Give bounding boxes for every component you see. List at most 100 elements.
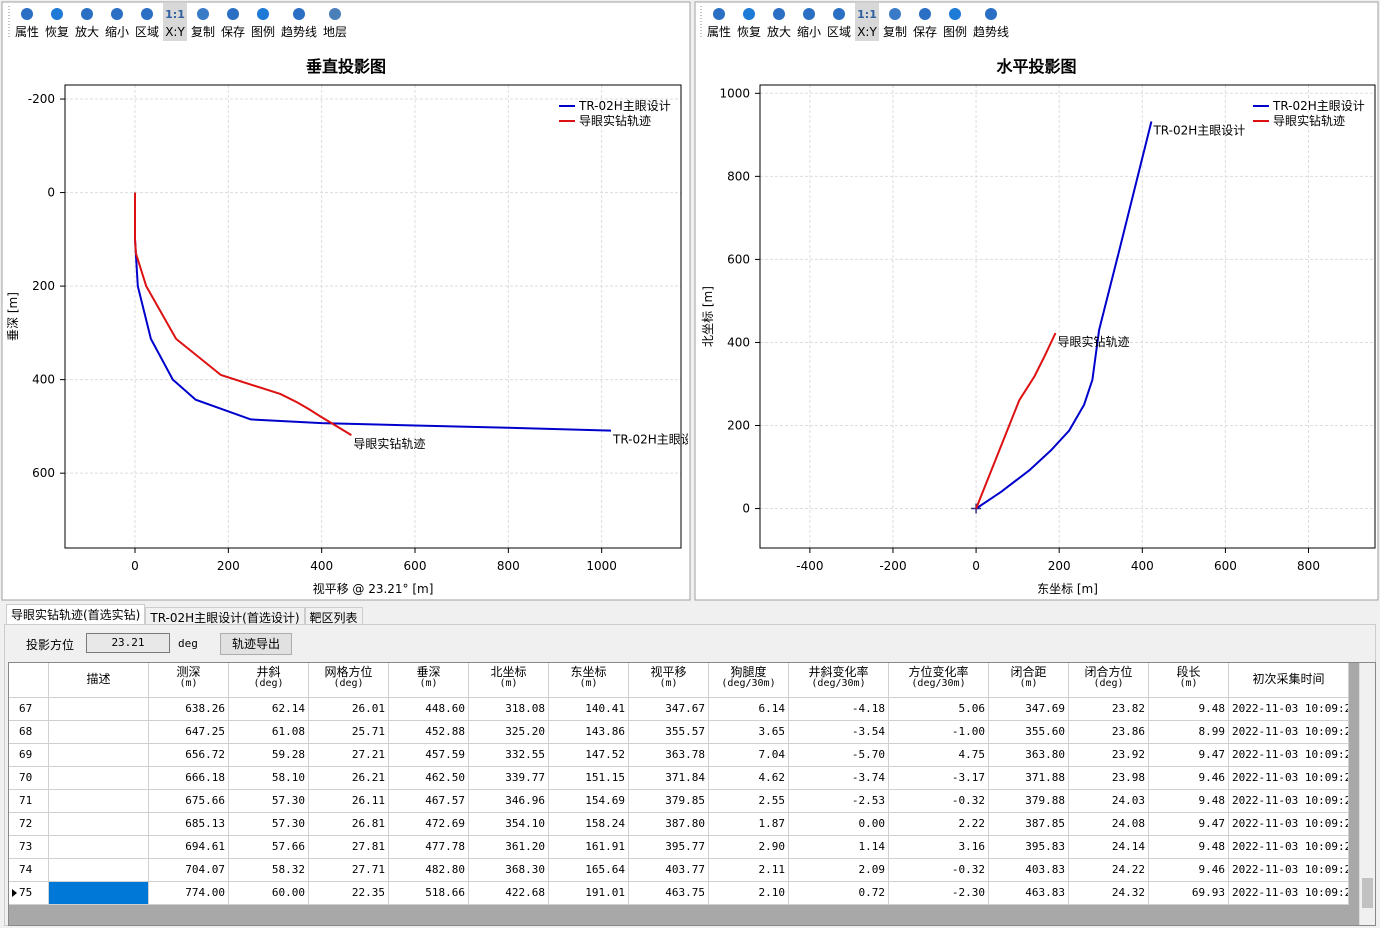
column-header[interactable]: 井斜变化率 (deg/30m) (789, 663, 889, 698)
projection-label: 投影方位 (26, 638, 75, 652)
toolbar-button[interactable]: 趋势线 (973, 25, 1009, 39)
column-header[interactable]: 段长 (m) (1149, 663, 1229, 698)
table-cell: 363.80 (989, 744, 1069, 767)
y-tick-label: 0 (742, 502, 750, 516)
row-number[interactable]: 68 (9, 721, 49, 744)
toolbar-button[interactable]: 属性 (707, 25, 731, 39)
description-cell[interactable] (49, 721, 149, 744)
column-header[interactable]: 闭合距 (m) (989, 663, 1069, 698)
header-name: 段长 (1176, 665, 1201, 679)
toolbar-button[interactable]: 保存 (221, 25, 245, 39)
toolbar-button[interactable]: X:Y (857, 25, 877, 39)
column-header[interactable]: 井斜 (deg) (229, 663, 309, 698)
toolbar-button[interactable]: 地层 (323, 25, 347, 39)
header-unit: (m) (419, 678, 438, 689)
row-number[interactable]: 71 (9, 790, 49, 813)
plot-frame (759, 84, 1376, 549)
tab[interactable]: TR-02H主眼设计(首选设计) (145, 607, 305, 627)
toolbar-button[interactable]: 放大 (767, 24, 791, 39)
x-axis-label: 东坐标 [m] (1037, 582, 1098, 596)
table-cell: -2.30 (889, 882, 989, 905)
row-number[interactable]: 75 (9, 882, 49, 905)
row-number[interactable]: 69 (9, 744, 49, 767)
table-cell: 685.13 (149, 813, 229, 836)
toolbar-button[interactable]: 缩小 (797, 24, 821, 39)
table-cell: 675.66 (149, 790, 229, 813)
toolbar-button[interactable]: 缩小 (105, 24, 129, 39)
table-cell: 23.92 (1069, 744, 1149, 767)
end-label: TR-02H主眼设计 (612, 433, 705, 447)
row-number[interactable]: 70 (9, 767, 49, 790)
table-cell: 467.57 (389, 790, 469, 813)
tab[interactable]: 靶区列表 (304, 607, 363, 627)
column-header[interactable]: 北坐标 (m) (469, 663, 549, 698)
table-cell: 403.83 (989, 859, 1069, 882)
toolbar-button[interactable]: 图例 (251, 25, 275, 39)
button-icon (51, 8, 63, 20)
table-cell: 26.01 (309, 698, 389, 721)
toolbar-button[interactable]: 保存 (913, 25, 937, 39)
column-header[interactable]: 描述 (49, 663, 149, 698)
tab[interactable]: 导眼实钻轨迹(首选实钻) (6, 604, 146, 624)
description-cell[interactable] (49, 790, 149, 813)
button-icon (257, 8, 269, 20)
toolbar-button[interactable]: 属性 (15, 25, 39, 39)
toolbar-button[interactable]: 恢复 (45, 25, 69, 39)
description-cell[interactable] (49, 836, 149, 859)
x-tick-label: 1000 (586, 559, 617, 573)
header-name: 视平移 (650, 665, 687, 679)
column-header[interactable]: 方位变化率 (deg/30m) (889, 663, 989, 698)
x-axis-label: 视平移 @ 23.21° [m] (313, 581, 434, 596)
projection-input[interactable]: 23.21 (86, 633, 170, 653)
description-cell[interactable] (49, 859, 149, 882)
table-cell: 463.75 (629, 882, 709, 905)
description-cell[interactable] (49, 698, 149, 721)
header-unit: (deg/30m) (811, 678, 866, 689)
toolbar-button[interactable]: 区域 (135, 25, 159, 39)
description-cell[interactable] (49, 882, 149, 905)
left-panel (1, 1, 691, 601)
button-icon (21, 8, 33, 20)
description-cell[interactable] (49, 767, 149, 790)
toolbar-button[interactable]: 区域 (827, 25, 851, 39)
column-header[interactable]: 初次采集时间 (1229, 663, 1349, 698)
ratio-icon: 1:1 (165, 8, 185, 21)
toolbar-button[interactable]: 放大 (75, 24, 99, 39)
table-cell: 143.86 (549, 721, 629, 744)
button-icon (329, 8, 341, 20)
x-tick-label: -200 (879, 559, 906, 573)
column-header[interactable]: 视平移 (m) (629, 663, 709, 698)
toolbar-button[interactable]: 复制 (883, 25, 907, 39)
export-button[interactable]: 轨迹导出 (220, 633, 292, 655)
header-name: 井斜 (256, 665, 281, 679)
button-icon (949, 8, 961, 20)
table: 描述 测深 (m) 井斜 (deg) 网格方位 (deg) 垂深 (m) 北坐标 (m) 东坐标 (m)… (8, 662, 1376, 926)
column-header[interactable]: 东坐标 (m) (549, 663, 629, 698)
button-icon (889, 8, 901, 20)
row-number[interactable]: 74 (9, 859, 49, 882)
table-cell: 774.00 (149, 882, 229, 905)
toolbar-button[interactable]: X:Y (165, 25, 185, 39)
row-number[interactable]: 73 (9, 836, 49, 859)
toolbar-button[interactable]: 复制 (191, 25, 215, 39)
description-cell[interactable] (49, 744, 149, 767)
scrollbar[interactable] (1359, 663, 1375, 925)
column-header[interactable]: 网格方位 (deg) (309, 663, 389, 698)
toolbar-button[interactable]: 恢复 (737, 25, 761, 39)
row-number[interactable]: 72 (9, 813, 49, 836)
column-header[interactable]: 闭合方位 (deg) (1069, 663, 1149, 698)
table-cell: 2022-11-03 10:09:24 (1229, 698, 1349, 721)
toolbar-button[interactable]: 图例 (943, 25, 967, 39)
description-cell[interactable] (49, 813, 149, 836)
toolbar-button[interactable]: 趋势线 (281, 25, 317, 39)
button-icon (919, 8, 931, 20)
column-header[interactable]: 垂深 (m) (389, 663, 469, 698)
table-cell: 518.66 (389, 882, 469, 905)
x-tick-label: 0 (972, 559, 980, 573)
header-name: 描述 (86, 672, 111, 686)
row-number[interactable]: 67 (9, 698, 49, 721)
column-header[interactable]: 狗腿度 (deg/30m) (709, 663, 789, 698)
column-header[interactable]: 测深 (m) (149, 663, 229, 698)
button-icon (293, 8, 305, 20)
scrollbar-thumb[interactable] (1362, 878, 1373, 908)
